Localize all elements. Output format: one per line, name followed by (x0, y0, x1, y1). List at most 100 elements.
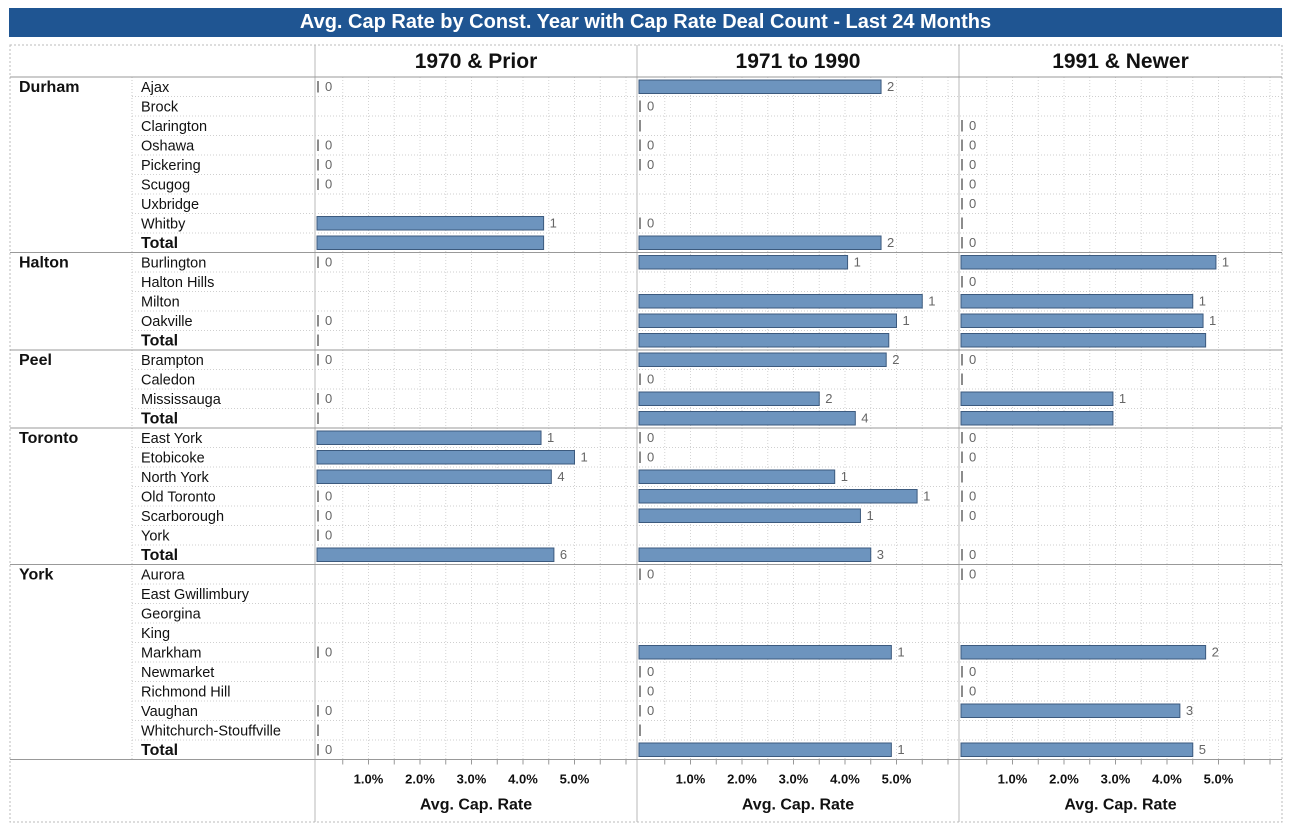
bar (638, 333, 890, 348)
subregion-label: Uxbridge (141, 197, 199, 213)
data-label: 0 (325, 177, 332, 192)
data-label: 1 (854, 255, 861, 270)
bar (316, 235, 545, 250)
subregion-label: Georgina (141, 607, 202, 623)
bar (316, 430, 542, 445)
data-label: 2 (825, 391, 832, 406)
data-label: 0 (969, 567, 976, 582)
data-label: 0 (969, 177, 976, 192)
bar (638, 255, 849, 270)
region-label: Peel (19, 352, 52, 369)
data-label: 1 (841, 469, 848, 484)
data-label: 0 (325, 391, 332, 406)
data-label: 1 (1222, 255, 1229, 270)
axis-title: Avg. Cap. Rate (1064, 797, 1176, 814)
data-label: 0 (969, 235, 976, 250)
data-label: 6 (560, 547, 567, 562)
data-label: 3 (1186, 703, 1193, 718)
bar (638, 469, 836, 484)
subregion-label: Caledon (141, 373, 195, 389)
data-label: 0 (325, 528, 332, 543)
subregion-label: King (141, 626, 170, 642)
subregion-label: Whitchurch-Stouffville (141, 724, 281, 740)
data-label: 0 (647, 216, 654, 231)
data-label: 0 (647, 430, 654, 445)
data-label: 1 (1199, 294, 1206, 309)
data-label: 0 (325, 255, 332, 270)
tick-label: 1.0% (676, 772, 706, 787)
data-label: 0 (647, 567, 654, 582)
bar (316, 450, 575, 465)
data-label: 3 (877, 547, 884, 562)
bar (638, 294, 923, 309)
data-label: 0 (969, 196, 976, 211)
data-label: 0 (647, 372, 654, 387)
data-label: 0 (969, 508, 976, 523)
data-label: 0 (647, 450, 654, 465)
data-label: 4 (861, 411, 868, 426)
tick-label: 3.0% (1101, 772, 1131, 787)
subregion-label: North York (141, 470, 209, 486)
bar (960, 333, 1207, 348)
data-label: 0 (325, 703, 332, 718)
total-label: Total (141, 742, 178, 759)
subregion-label: East York (141, 431, 203, 447)
data-label: 1 (1119, 391, 1126, 406)
bar (316, 469, 552, 484)
data-label: 0 (325, 508, 332, 523)
bar (638, 645, 892, 660)
subregion-label: Scarborough (141, 509, 224, 525)
data-label: 0 (647, 664, 654, 679)
data-label: 0 (969, 430, 976, 445)
data-label: 0 (647, 138, 654, 153)
tick-label: 1.0% (354, 772, 384, 787)
subregion-label: Scugog (141, 178, 190, 194)
bar (638, 547, 872, 562)
region-label: York (19, 567, 53, 584)
subregion-label: Milton (141, 295, 180, 311)
bar (960, 391, 1114, 406)
data-label: 0 (969, 274, 976, 289)
total-label: Total (141, 333, 178, 350)
data-label: 2 (887, 235, 894, 250)
data-label: 0 (325, 79, 332, 94)
data-label: 0 (969, 664, 976, 679)
data-label: 1 (866, 508, 873, 523)
data-label: 0 (969, 118, 976, 133)
subregion-label: Burlington (141, 256, 206, 272)
column-header: 1970 & Prior (415, 50, 538, 73)
data-label: 0 (647, 703, 654, 718)
subregion-label: Brock (141, 100, 179, 116)
axis-title: Avg. Cap. Rate (420, 797, 532, 814)
data-label: 0 (969, 684, 976, 699)
tick-label: 2.0% (405, 772, 435, 787)
tick-label: 1.0% (998, 772, 1028, 787)
subregion-label: Etobicoke (141, 451, 205, 467)
tick-label: 5.0% (1204, 772, 1234, 787)
data-label: 0 (969, 138, 976, 153)
subregion-label: Oshawa (141, 139, 195, 155)
data-label: 1 (550, 216, 557, 231)
data-label: 0 (647, 99, 654, 114)
subregion-label: Halton Hills (141, 275, 214, 291)
data-label: 1 (897, 645, 904, 660)
tick-label: 3.0% (457, 772, 487, 787)
bar (638, 79, 882, 94)
outer-frame (9, 44, 1283, 823)
data-label: 1 (897, 742, 904, 757)
bar (960, 313, 1204, 328)
data-label: 1 (581, 450, 588, 465)
bar (638, 391, 820, 406)
data-label: 2 (1212, 645, 1219, 660)
tick-label: 4.0% (830, 772, 860, 787)
subregion-label: Whitby (141, 217, 186, 233)
data-label: 2 (887, 79, 894, 94)
subregion-label: Brampton (141, 353, 204, 369)
bar (960, 703, 1181, 718)
bar (960, 294, 1194, 309)
subregion-label: Clarington (141, 119, 207, 135)
data-label: 0 (325, 138, 332, 153)
data-label: 1 (923, 489, 930, 504)
tick-label: 2.0% (1049, 772, 1079, 787)
total-label: Total (141, 235, 178, 252)
